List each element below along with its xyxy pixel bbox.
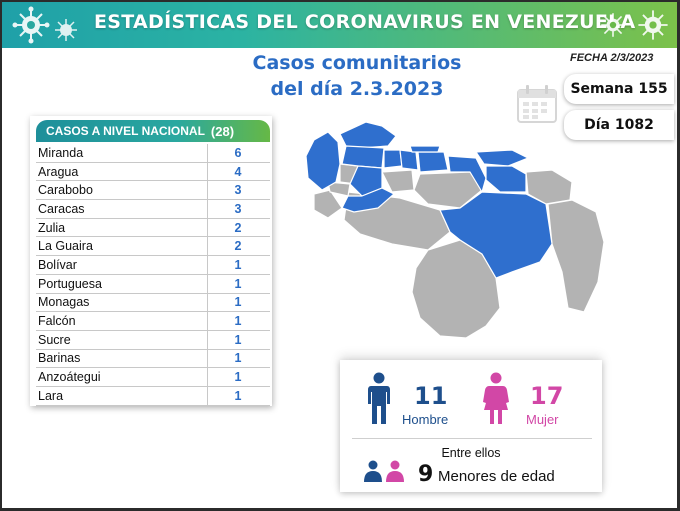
state-name: Aragua <box>36 162 208 181</box>
map-state-portuguesa <box>349 165 383 197</box>
table-header-label: CASOS A NIVEL NACIONAL <box>46 124 205 138</box>
week-box: Semana 155 <box>564 74 674 104</box>
map-state-barinas <box>341 187 395 213</box>
map-state-tachira <box>313 189 343 219</box>
map-state-guayana <box>547 199 605 313</box>
state-count: 2 <box>234 220 242 235</box>
subtitle-line1: Casos comunitarios <box>252 52 462 74</box>
state-count: 1 <box>234 314 242 329</box>
state-count: 1 <box>234 295 242 310</box>
female-count: 17 <box>530 382 564 410</box>
state-name: Zulia <box>36 218 208 237</box>
map-state-sucre <box>475 149 529 167</box>
map-state-lara <box>341 145 385 169</box>
cases-table: CASOS A NIVEL NACIONAL (28) Miranda 6 Ara… <box>30 116 272 406</box>
state-count: 1 <box>234 370 242 385</box>
table-row: Aragua 4 <box>36 162 270 182</box>
map-state-carabobo <box>383 149 403 169</box>
state-name: Lara <box>36 386 208 405</box>
state-name: Falcón <box>36 312 208 330</box>
state-name: Carabobo <box>36 181 208 200</box>
state-count: 3 <box>234 201 242 216</box>
table-row: Sucre 1 <box>36 330 270 350</box>
date-label: FECHA 2/3/2023 <box>570 52 654 64</box>
female-icon <box>483 372 509 424</box>
map-state-miranda <box>417 151 449 173</box>
subtitle: Casos comunitarios del día 2.3.2023 <box>232 50 482 102</box>
header-banner: ESTADÍSTICAS DEL CORONAVIRUS EN VENEZUEL… <box>2 2 677 48</box>
state-count: 2 <box>234 239 242 254</box>
virus-icon <box>12 6 50 44</box>
male-label: Hombre <box>402 412 449 427</box>
minors-label: Menores de edad <box>438 468 555 485</box>
subtitle-line2: del día 2.3.2023 <box>270 78 444 100</box>
state-count: 6 <box>234 145 242 160</box>
table-row: Monagas 1 <box>36 293 270 313</box>
table-row: La Guaira 2 <box>36 237 270 257</box>
table-row: Miranda 6 <box>36 144 270 163</box>
table-rows: Miranda 6 Aragua 4 Carabobo 3 Caracas 3 Zuli… <box>36 144 270 406</box>
entre-ellos-label: Entre ellos <box>441 446 501 460</box>
map-state-la-guaira <box>409 145 441 153</box>
state-count: 3 <box>234 183 242 198</box>
table-row: Falcón 1 <box>36 312 270 331</box>
state-name: Miranda <box>36 144 208 162</box>
map-state-cojedes <box>381 169 415 193</box>
venezuela-map <box>305 121 605 339</box>
table-row: Portuguesa 1 <box>36 274 270 294</box>
state-name: Bolívar <box>36 256 208 274</box>
family-icon <box>364 460 404 482</box>
virus-icon <box>601 13 625 37</box>
table-row: Carabobo 3 <box>36 181 270 201</box>
state-count: 1 <box>234 257 242 272</box>
state-count: 4 <box>234 164 242 179</box>
state-name: La Guaira <box>36 237 208 256</box>
state-name: Monagas <box>36 293 208 312</box>
calendar-icon <box>517 85 557 123</box>
table-row: Zulia 2 <box>36 218 270 238</box>
state-name: Barinas <box>36 349 208 368</box>
male-icon <box>368 372 390 424</box>
table-row: Bolívar 1 <box>36 256 270 275</box>
state-name: Anzoátegui <box>36 368 208 386</box>
state-name: Caracas <box>36 200 208 218</box>
map-state-monagas <box>485 165 527 193</box>
map-state-zulia <box>305 131 341 191</box>
state-count: 1 <box>234 351 242 366</box>
gender-panel: 11 Hombre 17 Mujer Entre ellos 9 Menores… <box>340 360 602 492</box>
virus-icon <box>638 10 668 40</box>
divider <box>352 438 592 439</box>
male-count: 11 <box>414 382 448 410</box>
minors-count: 9 <box>418 462 434 487</box>
table-header: CASOS A NIVEL NACIONAL (28) <box>36 120 270 142</box>
female-label: Mujer <box>526 412 559 427</box>
table-row: Anzoátegui 1 <box>36 368 270 387</box>
day-box: Día 1082 <box>564 110 674 140</box>
state-count: 1 <box>234 388 242 403</box>
state-name: Sucre <box>36 330 208 349</box>
banner-title: ESTADÍSTICAS DEL CORONAVIRUS EN VENEZUEL… <box>94 11 636 33</box>
table-row: Lara 1 <box>36 386 270 406</box>
map-state-aragua <box>399 149 419 171</box>
state-name: Portuguesa <box>36 274 208 293</box>
table-row: Barinas 1 <box>36 349 270 369</box>
state-count: 1 <box>234 276 242 291</box>
map-state-bolivar <box>439 191 553 279</box>
virus-icon <box>55 19 77 41</box>
state-count: 1 <box>234 332 242 347</box>
table-total: (28) <box>210 123 235 139</box>
map-state-falcon <box>339 121 397 149</box>
table-row: Caracas 3 <box>36 200 270 219</box>
